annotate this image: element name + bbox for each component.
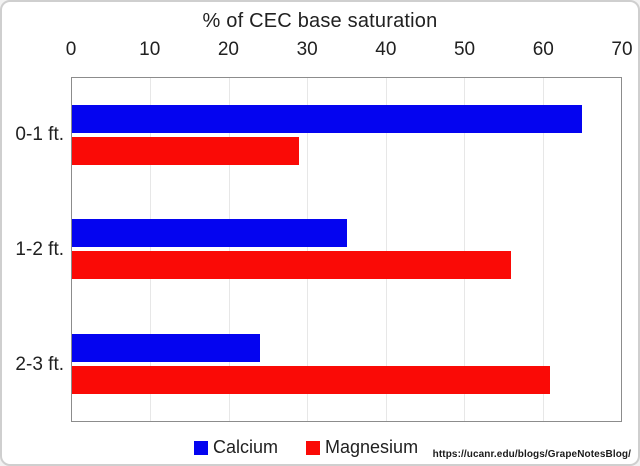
bar-magnesium: [72, 251, 512, 280]
legend-label: Magnesium: [325, 437, 419, 457]
bar-group-0-1ft: [72, 78, 621, 192]
x-tick-label: 50: [453, 39, 476, 60]
category-label: 1-2 ft.: [15, 238, 64, 260]
gridline: [228, 78, 230, 421]
gridlines: [72, 78, 621, 421]
bar-magnesium: [72, 137, 300, 166]
legend: Calcium Magnesium: [194, 437, 418, 458]
legend-swatch-icon: [306, 440, 321, 455]
category-label: 2-3 ft.: [15, 353, 64, 375]
gridline: [307, 78, 309, 421]
bar-calcium: [72, 219, 347, 248]
x-tick-label: 40: [375, 39, 397, 60]
category-axis: 0-1 ft. 1-2 ft. 2-3 ft.: [2, 77, 64, 422]
gridline: [542, 78, 544, 421]
bar-calcium: [72, 105, 582, 134]
chart-title: % of CEC base saturation: [202, 10, 438, 32]
legend-label: Calcium: [213, 437, 279, 457]
x-tick-label: 10: [139, 39, 161, 60]
x-tick-label: 30: [296, 39, 318, 60]
x-tick-label: 60: [532, 39, 554, 60]
x-axis-ticks: 0 10 20 30 40 50 60 70: [66, 39, 633, 63]
source-url: https://ucanr.edu/blogs/GrapeNotesBlog/: [432, 449, 631, 460]
legend-swatch-icon: [194, 440, 208, 455]
bar-groups: [72, 78, 621, 421]
x-tick-label: 20: [217, 39, 239, 60]
x-tick-label: 0: [65, 39, 77, 60]
bar-magnesium: [72, 365, 551, 394]
category-label: 0-1 ft.: [15, 123, 64, 145]
plot-area: [71, 77, 622, 422]
bar-group-2-3ft: [72, 307, 621, 421]
legend-item-magnesium: Magnesium: [306, 437, 418, 458]
x-tick-label: 70: [611, 39, 633, 60]
gridline: [464, 78, 466, 421]
bar-calcium: [72, 333, 261, 362]
gridline: [385, 78, 387, 421]
gridline: [150, 78, 152, 421]
legend-item-calcium: Calcium: [194, 437, 278, 458]
bar-group-1-2ft: [72, 192, 621, 306]
